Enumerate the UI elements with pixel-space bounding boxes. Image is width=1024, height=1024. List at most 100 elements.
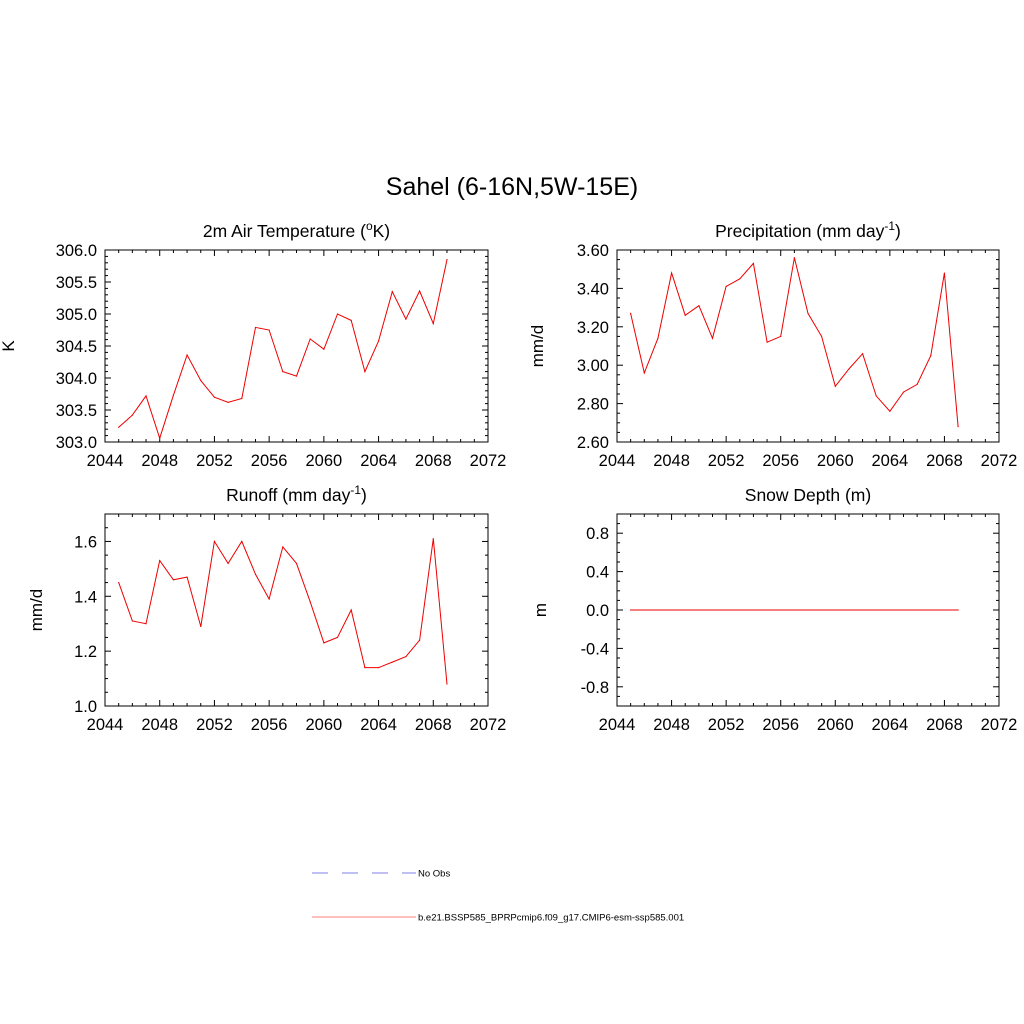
y-tick-label: 1.4 — [74, 588, 97, 606]
y-tick-label: 3.20 — [577, 319, 609, 337]
data-point — [670, 272, 673, 274]
legend-label: No Obs — [418, 869, 450, 880]
x-tick-label: 2060 — [305, 716, 342, 734]
data-point — [295, 562, 298, 564]
legend-item: b.e21.BSSP585_BPRPcmip6.f09_g17.CMIP6-es… — [312, 913, 684, 924]
data-point — [419, 639, 421, 641]
legend: No Obs b.e21.BSSP585_BPRPcmip6.f09_g17.CM… — [312, 869, 684, 924]
data-point — [159, 560, 161, 562]
data-point — [725, 285, 727, 288]
x-tick-label: 2052 — [196, 716, 233, 734]
data-point — [684, 314, 686, 316]
x-tick-label: 2060 — [817, 452, 854, 470]
data-point — [282, 546, 284, 548]
y-tick-label: 305.5 — [56, 274, 97, 292]
data-point — [172, 394, 174, 396]
y-tick-label: 303.5 — [56, 402, 97, 420]
x-tick-label: 2044 — [87, 452, 124, 470]
y-tick-label: 1.6 — [74, 533, 97, 551]
data-point — [145, 395, 147, 397]
y-tick-label: 1.2 — [74, 643, 97, 661]
data-point — [323, 348, 325, 350]
data-point — [698, 305, 700, 307]
y-axis-label: mm/d — [528, 325, 547, 368]
data-point — [957, 426, 959, 428]
x-tick-label: 2068 — [415, 716, 452, 734]
x-tick-label: 2060 — [305, 452, 342, 470]
x-tick-label: 2056 — [762, 452, 799, 470]
panel-title: 2m Air Temperature (oK) — [203, 219, 390, 241]
data-point — [957, 609, 959, 611]
x-tick-label: 2056 — [251, 716, 288, 734]
data-point — [254, 573, 257, 575]
data-point — [268, 329, 270, 331]
y-tick-label: 305.0 — [56, 306, 97, 324]
legend-label: b.e21.BSSP585_BPRPcmip6.f09_g17.CMIP6-es… — [418, 913, 684, 924]
y-tick-label: 0.8 — [586, 525, 609, 543]
data-point — [336, 636, 339, 639]
data-point — [446, 259, 448, 261]
data-point — [889, 410, 891, 412]
y-axis-label: K — [0, 340, 18, 352]
legend-item: No Obs — [312, 869, 450, 880]
y-tick-label: 2.60 — [577, 434, 609, 452]
data-point — [323, 642, 325, 644]
data-point — [752, 262, 755, 265]
x-tick-label: 2052 — [708, 716, 745, 734]
data-point — [118, 426, 120, 428]
data-point — [254, 326, 257, 329]
data-point — [943, 272, 946, 274]
y-tick-label: 3.40 — [577, 280, 609, 298]
x-tick-label: 2044 — [599, 452, 636, 470]
plot-frame — [104, 513, 489, 707]
x-tick-label: 2068 — [926, 452, 963, 470]
y-tick-label: 1.0 — [74, 698, 97, 716]
x-tick-label: 2048 — [141, 716, 178, 734]
panel-title: Runoff (mm day-1) — [226, 483, 367, 505]
series-line — [630, 257, 959, 427]
data-point — [145, 623, 147, 625]
y-tick-label: 306.0 — [56, 242, 97, 260]
panel-title: Precipitation (mm day-1) — [715, 219, 901, 241]
data-point — [364, 667, 366, 669]
data-point — [391, 291, 393, 293]
data-point — [630, 312, 632, 314]
x-tick-label: 2048 — [653, 452, 690, 470]
x-tick-label: 2052 — [708, 452, 745, 470]
x-tick-label: 2064 — [360, 452, 397, 470]
x-tick-label: 2060 — [817, 716, 854, 734]
x-tick-label: 2064 — [360, 716, 397, 734]
figure-title: Sahel (6-16N,5W-15E) — [386, 173, 638, 201]
data-point — [446, 683, 448, 685]
y-tick-label: 3.00 — [577, 357, 609, 375]
data-point — [186, 354, 188, 356]
data-point — [213, 396, 216, 398]
data-point — [159, 437, 161, 439]
plot-frame — [616, 249, 1000, 443]
x-tick-label: 2072 — [981, 716, 1018, 734]
data-point — [739, 278, 741, 280]
data-point — [118, 581, 120, 584]
data-point — [295, 375, 298, 377]
series-line — [118, 538, 448, 685]
data-point — [432, 323, 434, 325]
data-point — [213, 540, 216, 543]
data-point — [930, 355, 932, 357]
data-point — [391, 661, 393, 663]
panel-runoff: Runoff (mm day-1) mm/d 2044 2048 2052 2056 206… — [27, 483, 506, 734]
y-tick-label: -0.8 — [581, 679, 609, 697]
y-tick-label: 0.4 — [586, 564, 609, 582]
y-tick-label: 3.60 — [577, 242, 609, 260]
data-point — [200, 625, 202, 628]
series-line — [118, 259, 448, 440]
data-point — [643, 372, 645, 374]
data-point — [309, 601, 311, 603]
x-tick-label: 2068 — [926, 716, 963, 734]
data-point — [807, 312, 809, 314]
data-point — [834, 385, 836, 387]
data-point — [875, 395, 877, 397]
data-point — [766, 341, 768, 343]
x-tick-label: 2072 — [470, 452, 507, 470]
panels: 2m Air Temperature (oK) K 2044 2048 2052 2056… — [0, 219, 1017, 734]
panel-title: Snow Depth (m) — [745, 485, 871, 505]
